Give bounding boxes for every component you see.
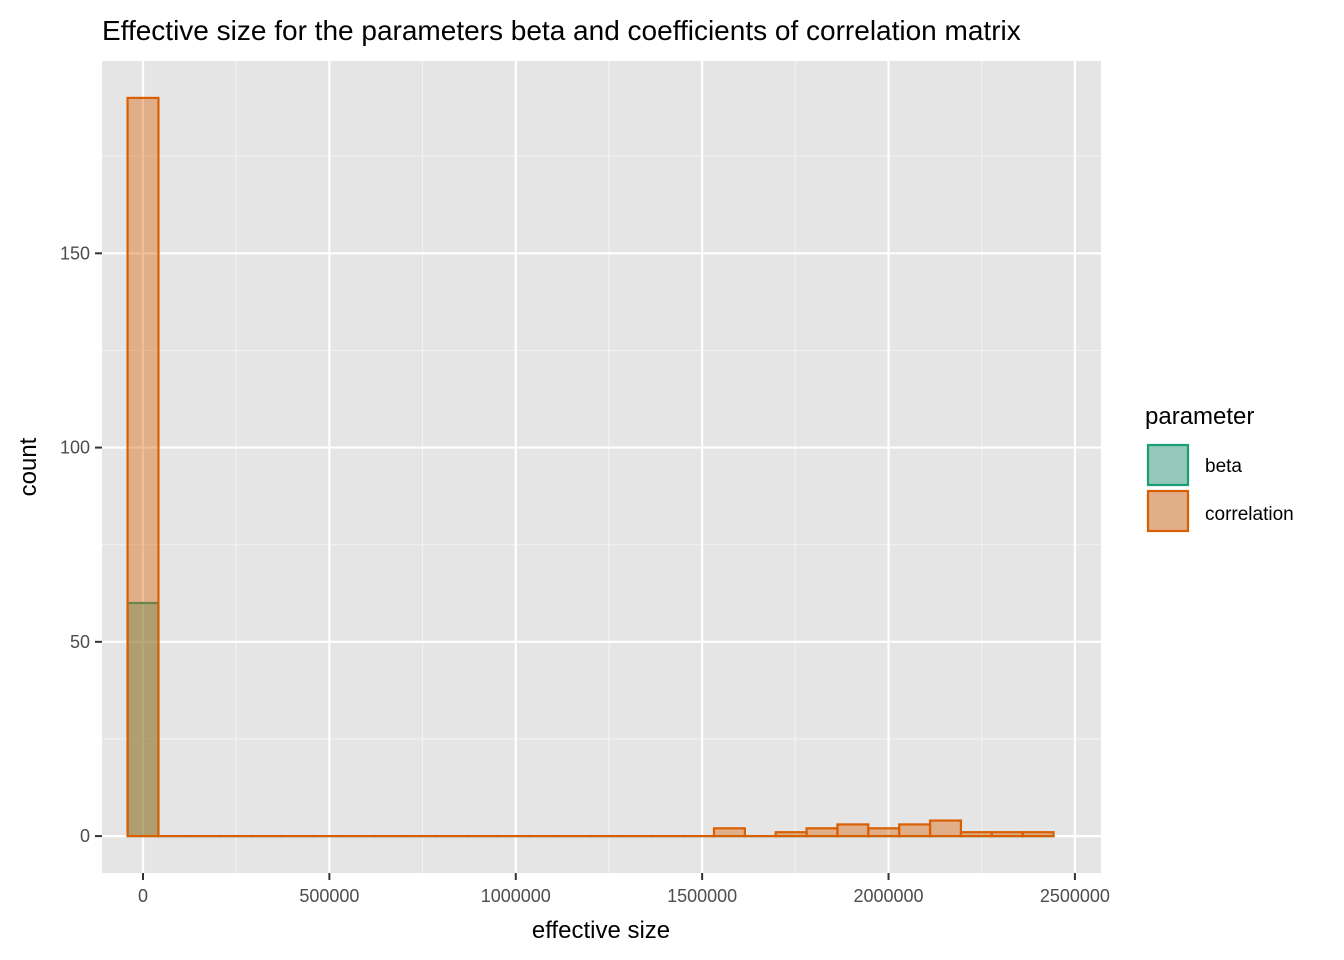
y-tick-label: 100 (60, 438, 90, 458)
bar-correlation-bin-28 (990, 831, 1024, 838)
legend-item-beta: beta (1146, 443, 1242, 487)
major-gridlines (102, 61, 1101, 873)
plot-panel (102, 61, 1101, 873)
minor-gridlines (102, 61, 1101, 873)
bar-correlation-bin-29 (1021, 831, 1055, 838)
x-tick-label: 500000 (299, 886, 359, 906)
bar-correlation-bin-22 (805, 827, 839, 838)
x-tick-label: 1500000 (667, 886, 737, 906)
bar-correlation-bin-21 (774, 831, 808, 838)
y-axis-title: count (15, 437, 42, 496)
y-tick-label: 0 (80, 826, 90, 846)
x-tick-label: 0 (138, 886, 148, 906)
x-axis-title: effective size (532, 917, 670, 944)
bar-correlation-bin-25 (898, 823, 932, 838)
chart-title: Effective size for the parameters beta a… (102, 15, 1021, 46)
legend-key-bg (1147, 490, 1189, 532)
legend-label-beta: beta (1205, 456, 1242, 477)
y-tick-label: 50 (70, 632, 90, 652)
legend-key-bg (1147, 444, 1189, 486)
bar-correlation-bin-19 (712, 827, 746, 838)
x-axis: 0 500000 1000000 1500000 2000000 2500000 (138, 873, 1110, 906)
legend-swatch-correlation (1146, 489, 1190, 533)
legend-title: parameter (1145, 403, 1254, 430)
bar-correlation-bin-26 (928, 819, 963, 838)
x-tick-label: 1000000 (481, 886, 551, 906)
correlation-bars (126, 96, 1055, 838)
legend: parameter beta correlation (1145, 403, 1294, 533)
legend-label-correlation: correlation (1205, 504, 1294, 525)
bar-correlation-bin-24 (867, 827, 901, 838)
legend-swatch-beta (1146, 443, 1190, 487)
bar-correlation-bin-0 (126, 96, 160, 838)
bar-correlation-bin-27 (959, 831, 993, 838)
x-tick-label: 2500000 (1040, 886, 1110, 906)
legend-item-correlation: correlation (1146, 489, 1294, 533)
y-axis: 0 50 100 150 (60, 243, 102, 846)
bar-correlation-bin-23 (836, 823, 870, 838)
y-tick-label: 150 (60, 243, 90, 263)
x-tick-label: 2000000 (853, 886, 923, 906)
